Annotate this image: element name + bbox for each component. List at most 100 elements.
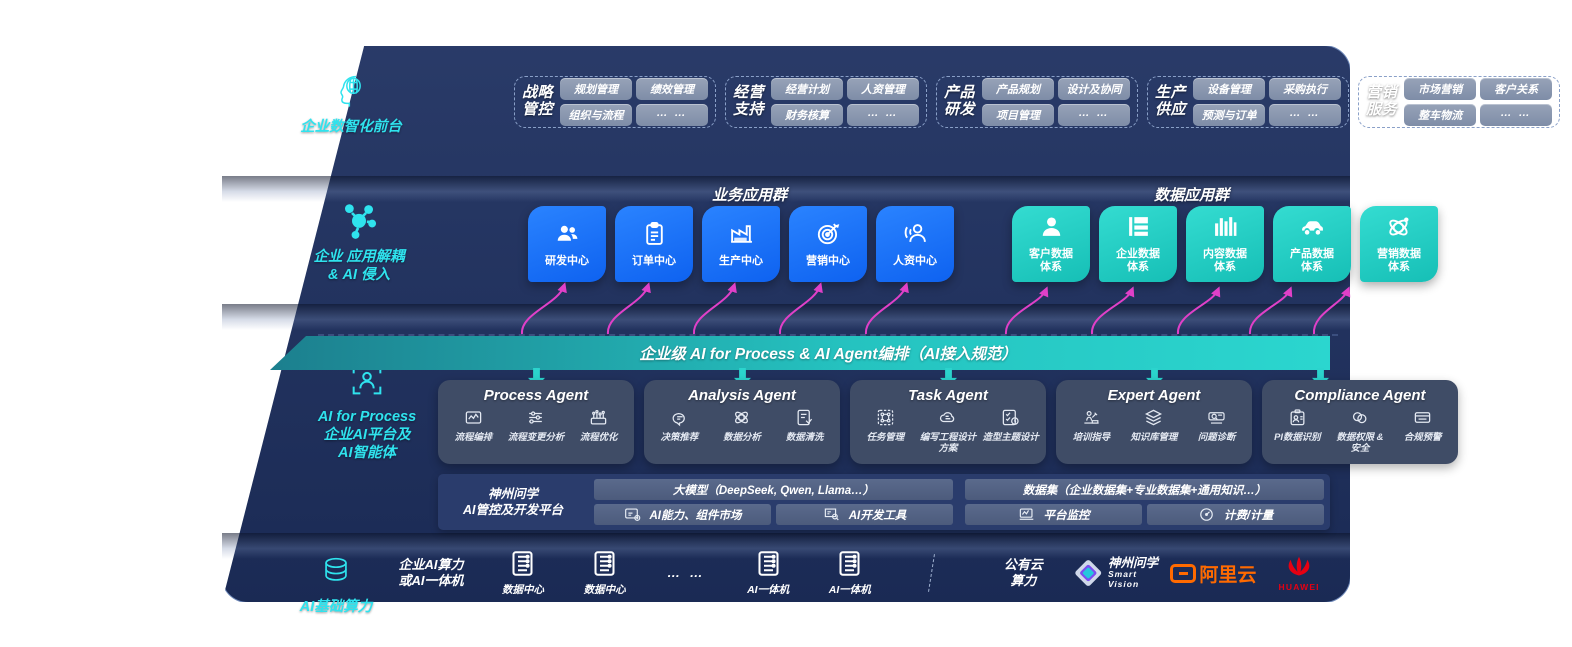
front-office-chip[interactable]: 采购执行 <box>1269 78 1342 100</box>
infra-text-item: 公有云 算力 <box>972 557 1074 590</box>
front-office-chip[interactable]: … … <box>636 104 709 126</box>
front-office-chip[interactable]: 客户关系 <box>1480 78 1553 100</box>
billing-metering-button[interactable]: 计费/计量 <box>1147 504 1324 525</box>
infra-node[interactable]: AI一体机 <box>809 550 891 596</box>
ai-dev-tools-button[interactable]: AI开发工具 <box>776 504 953 525</box>
infra-node[interactable]: AI一体机 <box>727 550 809 596</box>
app-card[interactable]: 人资中心 <box>876 206 954 282</box>
agent-feature-label: PI数据识别 <box>1274 430 1321 442</box>
platform-title-line1: 神州问学 <box>487 486 538 501</box>
app-card[interactable]: 产品数据 体系 <box>1273 206 1351 282</box>
server-icon <box>509 550 536 581</box>
agent-feature[interactable]: PI数据识别 <box>1266 408 1328 453</box>
checklist-clock-icon <box>1001 408 1020 430</box>
rail-item-ai-for-process: AI for Process 企业AI平台及 AI智能体 <box>274 356 460 462</box>
agent-feature[interactable]: 数据清洗 <box>774 408 836 443</box>
ai-capability-market-button[interactable]: AI能力、组件市场 <box>594 504 771 525</box>
app-card[interactable]: 订单中心 <box>615 206 693 282</box>
agent-card-3[interactable]: Expert Agent 培训指导 知识库管理 问题诊断 <box>1056 380 1252 464</box>
dataset-bar[interactable]: 数据集（企业数据集+专业数据集+通用知识…） <box>965 479 1324 500</box>
vendor-label: HUAWEI <box>1278 581 1320 592</box>
agent-feature[interactable]: 决策推荐 <box>648 408 710 443</box>
front-office-chip[interactable]: 项目管理 <box>982 104 1055 126</box>
front-office-chip[interactable]: 经营计划 <box>771 78 844 100</box>
agent-card-4[interactable]: Compliance Agent PI数据识别 数据权限 & 安全 合规预警 <box>1262 380 1458 464</box>
rail-item-ai-compute: AI基础算力 <box>256 546 416 616</box>
front-office-chip[interactable]: 财务核算 <box>771 104 844 126</box>
agent-feature-label: 流程优化 <box>579 430 618 442</box>
agent-cards: Process Agent 流程编排 流程变更分析 流程优化 Analysis … <box>438 380 1458 464</box>
front-office-group-3[interactable]: 生产 供应 设备管理 采购执行 预测与订单… … <box>1147 76 1350 128</box>
front-office-chip[interactable]: 组织与流程 <box>560 104 633 126</box>
app-card[interactable]: 营销中心 <box>789 206 867 282</box>
agent-feature[interactable]: 任务管理 <box>854 408 916 453</box>
orchestration-banner: 企业级 AI for Process & AI Agent编排（AI接入规范） <box>270 336 1330 370</box>
front-office-chip[interactable]: … … <box>847 104 920 126</box>
data-apps-title: 数据应用群 <box>1154 187 1230 204</box>
gauge-icon <box>1200 508 1213 521</box>
infrastructure-row: 企业AI算力 或AI一体机 数据中心 数据中心 … … AI一体机 AI一体机 公有云… <box>230 546 1340 600</box>
agent-feature[interactable]: 造型主题设计 <box>980 408 1042 453</box>
agent-feature[interactable]: 培训指导 <box>1060 408 1122 443</box>
platform-monitor-button[interactable]: 平台监控 <box>965 504 1142 525</box>
vendor-aliyun[interactable]: 阿里云 <box>1168 560 1258 587</box>
front-office-chip[interactable]: … … <box>1269 104 1342 126</box>
vendor-huawei[interactable]: HUAWEI <box>1258 555 1340 592</box>
app-card[interactable]: 企业数据 体系 <box>1099 206 1177 282</box>
user-icon <box>1039 214 1064 243</box>
agent-feature[interactable]: 流程编排 <box>442 408 504 443</box>
app-card-label: 研发中心 <box>545 254 589 267</box>
agent-feature[interactable]: 合规预警 <box>1392 408 1454 453</box>
app-card[interactable]: 生产中心 <box>702 206 780 282</box>
front-office-group-4[interactable]: 营销 服务 市场营销 客户关系 整车物流… … <box>1358 76 1561 128</box>
agent-feature[interactable]: 数据权限 & 安全 <box>1329 408 1391 453</box>
front-office-chip[interactable]: … … <box>1058 104 1131 126</box>
front-office-chip[interactable]: 设计及协同 <box>1058 78 1131 100</box>
infra-label: 公有云 算力 <box>1003 556 1043 588</box>
business-apps-title: 业务应用群 <box>712 187 788 204</box>
agent-feature[interactable]: 知识库管理 <box>1123 408 1185 443</box>
agent-card-0[interactable]: Process Agent 流程编排 流程变更分析 流程优化 <box>438 380 634 464</box>
front-office-chip[interactable]: 绩效管理 <box>636 78 709 100</box>
target-icon <box>816 221 841 250</box>
agent-feature[interactable]: 编写工程设计方案 <box>917 408 979 453</box>
front-office-chip[interactable]: 整车物流 <box>1404 104 1477 126</box>
front-office-group-0[interactable]: 战略 管控 规划管理 绩效管理 组织与流程… … <box>514 76 717 128</box>
app-card[interactable]: 客户数据 体系 <box>1012 206 1090 282</box>
infra-node[interactable]: 数据中心 <box>482 550 564 596</box>
person-wave-icon <box>903 221 928 250</box>
server-icon <box>836 550 863 581</box>
app-card[interactable]: 营销数据 体系 <box>1360 206 1438 282</box>
agent-feature-label: 流程变更分析 <box>507 430 565 442</box>
huawei-logo-icon <box>1288 556 1310 575</box>
agent-feature[interactable]: 数据分析 <box>711 408 773 443</box>
front-office-chip[interactable]: 市场营销 <box>1404 78 1477 100</box>
factory-icon <box>729 221 754 250</box>
app-card[interactable]: 内容数据 体系 <box>1186 206 1264 282</box>
front-office-chip[interactable]: 预测与订单 <box>1193 104 1266 126</box>
front-office-chip[interactable]: … … <box>1480 104 1553 126</box>
brain-head-icon <box>258 66 444 114</box>
agent-card-2[interactable]: Task Agent 任务管理 编写工程设计方案 造型主题设计 <box>850 380 1046 464</box>
agent-feature[interactable]: 流程优化 <box>568 408 630 443</box>
infra-node[interactable]: 数据中心 <box>564 550 646 596</box>
building-icon <box>1126 214 1151 243</box>
front-office-group-1[interactable]: 经营 支持 经营计划 人资管理 财务核算… … <box>725 76 928 128</box>
vendor-smart-vision[interactable]: 神州问学 Smart Vision <box>1074 556 1168 590</box>
front-office-group-2[interactable]: 产品 研发 产品规划 设计及协同 项目管理… … <box>936 76 1139 128</box>
infra-label: AI一体机 <box>747 583 790 596</box>
front-office-chip[interactable]: 产品规划 <box>982 78 1055 100</box>
front-office-chip[interactable]: 设备管理 <box>1193 78 1266 100</box>
molecule-icon <box>266 196 452 244</box>
agent-feature-label: 流程编排 <box>454 430 493 442</box>
front-office-chip[interactable]: 人资管理 <box>847 78 920 100</box>
tool-label: 计费/计量 <box>1223 509 1274 522</box>
model-bar[interactable]: 大模型（DeepSeek, Qwen, Llama…） <box>594 479 953 500</box>
car-icon <box>1300 214 1325 243</box>
front-office-chip[interactable]: 规划管理 <box>560 78 633 100</box>
agent-feature[interactable]: 流程变更分析 <box>505 408 567 443</box>
agent-card-1[interactable]: Analysis Agent 决策推荐 数据分析 数据清洗 <box>644 380 840 464</box>
app-card[interactable]: 研发中心 <box>528 206 606 282</box>
app-card-label: 营销中心 <box>806 254 850 267</box>
agent-feature[interactable]: 问题诊断 <box>1186 408 1248 443</box>
